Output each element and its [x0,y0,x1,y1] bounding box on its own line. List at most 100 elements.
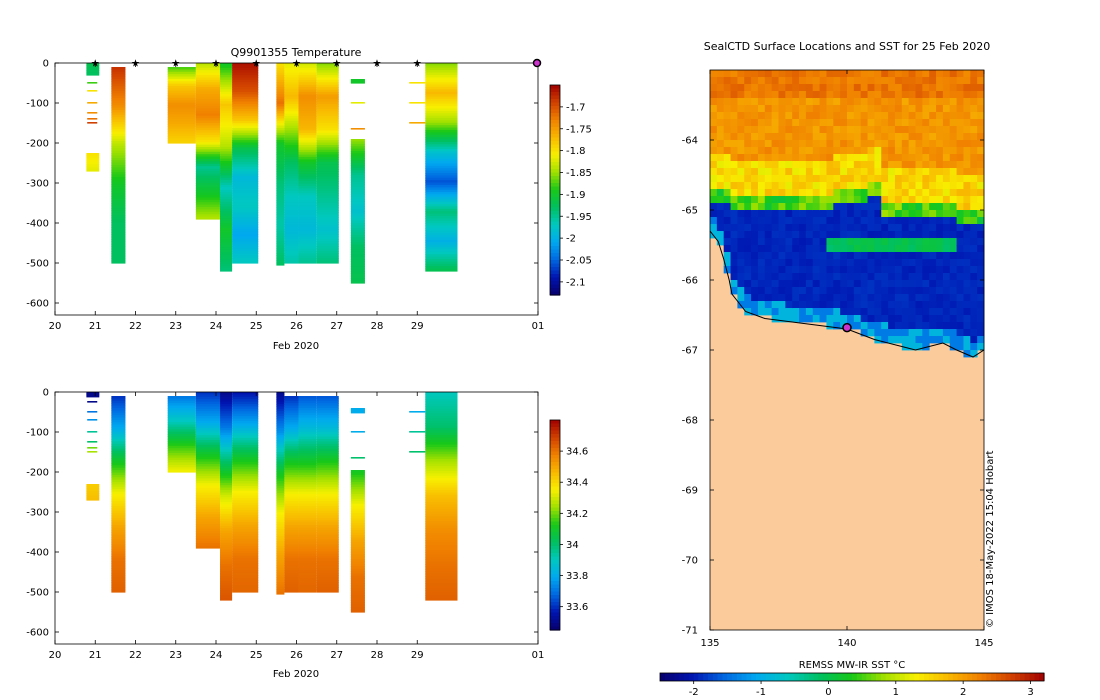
sst-cell [792,105,800,113]
sst-cell [785,203,793,211]
colorbar-cell [550,92,560,97]
profile-cell [284,575,299,579]
profile-cell [111,160,126,164]
colorbar-cell [550,183,560,188]
sst-cell [840,252,848,260]
profile-12 [350,408,365,414]
profile-cell [195,79,221,83]
profile-cell [232,483,259,487]
profile-cell [298,152,317,156]
profile-cell [284,474,299,478]
profile-cell [276,425,285,429]
sst-cell [799,224,807,232]
profile-cell [195,75,221,78]
profile-cell [298,580,317,584]
sst-cell [915,315,923,323]
profile-cell [316,185,339,189]
sst-cell [716,210,725,218]
sst-cell [860,133,868,141]
sst-cell [751,252,759,260]
sst-cell [805,294,814,302]
profile-cell [284,75,299,79]
profile-cell [276,514,285,518]
colorbar-cell [765,673,771,681]
sst-cell [929,203,937,211]
profile-cell [232,423,259,427]
profile-cell [284,479,299,483]
sst-cell [922,105,930,113]
sst-cell [847,168,855,176]
profile-cell [111,508,126,512]
sst-cell [956,77,964,85]
profile-cell [195,96,221,100]
profile-cell [276,490,285,494]
sst-cell [819,259,827,267]
profile-cell [316,563,339,567]
profile-cell [111,534,126,538]
sst-cell [874,259,882,267]
colorbar-cell [550,291,560,296]
sst-cell [771,133,779,141]
sst-cell [949,175,957,183]
profile-cell [167,112,196,116]
sst-cell [757,112,766,120]
profile-cell [276,447,285,451]
profile-cell [316,169,339,173]
profile-13 [425,63,458,272]
sst-cell [929,105,937,113]
profile-9 [298,63,317,264]
sst-cell [778,308,786,316]
sst-cell [710,196,718,204]
profile-cell [350,165,365,169]
sst-cell [922,238,930,246]
sst-cell [874,84,882,92]
profile-cell [298,128,317,132]
profile-cell [284,147,299,151]
colorbar-cell [550,179,560,184]
profile-cell [232,253,259,257]
sst-cell [826,301,834,309]
profile-cell [276,123,285,127]
sst-cell [915,301,923,309]
sst-cell [922,245,930,253]
profile-cell [167,415,196,418]
sst-cell [730,217,738,225]
sst-cell [908,231,916,239]
sst-cell [867,70,875,78]
sst-cell [860,315,868,323]
sst-cell [751,112,759,120]
sst-cell [949,91,957,99]
sst-cell [840,196,848,204]
sst-cell [826,217,834,225]
profile-cell [425,463,458,467]
sst-cell [853,210,862,218]
sst-cell [710,161,718,169]
sst-cell [805,203,814,211]
sst-cell [956,161,964,169]
sst-cell [922,91,930,99]
sst-cell [956,343,964,351]
profile-cell [220,168,233,172]
sst-cell [956,315,964,323]
sst-cell [894,245,903,253]
profile-cell [276,435,285,439]
sst-cell [819,154,827,162]
sst-cell [963,329,971,337]
sst-cell [799,133,807,141]
sst-cell [716,112,725,120]
profile-cell [284,99,299,103]
profile-cell [232,471,259,475]
profile-cell [276,536,285,540]
sst-cell [737,168,745,176]
profile-cell [425,430,458,434]
sst-cell [977,168,985,176]
sst-cell [956,133,964,141]
colorbar-cell [550,102,560,107]
colorbar-cell [722,673,728,681]
sst-cell [778,273,786,281]
sst-cell [840,203,848,211]
sst-cell [751,77,759,85]
sst-cell [888,322,896,330]
profile-cell [425,232,458,236]
profile-cell [276,87,285,91]
